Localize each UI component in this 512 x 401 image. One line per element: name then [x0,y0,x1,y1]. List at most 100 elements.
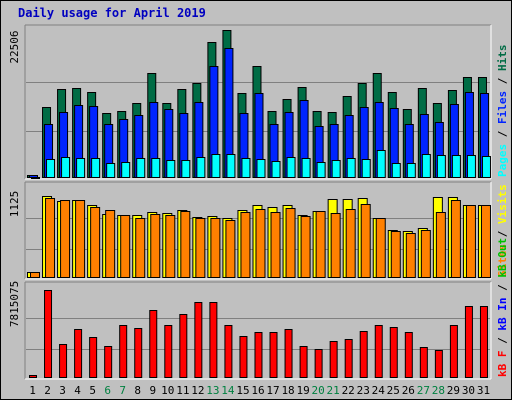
bar-sites [60,200,71,278]
bar-pages [31,177,40,179]
x-tick-label: 23 [357,384,370,397]
axis-label-visits: 1125 [8,191,21,218]
bar-sites [240,212,251,278]
bar-kbf [269,332,278,378]
bar-sites [270,212,281,278]
bar-kbf [464,306,473,378]
x-tick-label: 31 [477,384,490,397]
bar-pages [286,157,296,178]
bar-kbf [434,350,443,378]
bar-pages [451,155,461,178]
x-tick-label: 24 [372,384,386,397]
x-tick-label: 9 [149,384,156,397]
bar-kbf [44,290,53,378]
bar-pages [376,150,386,178]
bar-sites [105,210,116,278]
bar-sites [195,218,206,278]
bar-sites [180,211,191,278]
bar-pages [46,159,56,178]
bar-sites [45,198,56,278]
legend-sep1: / [496,224,509,244]
bar-pages [196,157,206,178]
x-tick-label: 21 [327,384,340,397]
legend-sep1: / [496,331,509,351]
bar-kbf [374,325,383,378]
bar-sites [165,215,176,278]
legend-files: Files [496,91,509,124]
bar-pages [346,158,356,178]
bar-pages [151,158,161,178]
bar-kbf [104,346,113,378]
bar-kbf [329,341,338,378]
bar-kbf [164,325,173,378]
legend-kbout: kB Out [496,238,509,278]
legend-sites: Sites [496,244,509,277]
bar-pages [106,163,116,178]
bar-kbf [419,347,428,378]
x-tick-label: 2 [44,384,51,397]
bar-sites [420,230,431,278]
x-tick-label: 26 [402,384,415,397]
bar-kbf [479,306,488,378]
bar-pages [61,157,71,178]
chart-title: Daily usage for April 2019 [18,6,206,20]
bar-sites [120,215,131,278]
bar-pages [226,154,236,178]
bar-pages [391,163,401,178]
bar-sites [255,209,266,278]
legend-kbin: kB In [496,298,509,331]
x-tick-label: 7 [119,384,126,397]
bar-pages [361,159,371,178]
axis-label-kbytes: 7815075 [8,281,21,327]
x-tick-label: 15 [236,384,249,397]
legend-hits: Hits [496,45,509,72]
bar-sites [450,200,461,278]
x-tick-label: 12 [191,384,204,397]
legend-sep1: / [496,124,509,144]
bar-pages [436,155,446,178]
bar-kbf [119,325,128,378]
x-tick-label: 10 [161,384,174,397]
x-tick-label: 28 [432,384,445,397]
bar-kbf [449,325,458,378]
bar-sites [465,205,476,278]
legend-visits: Sites / Visits [496,184,509,277]
bar-kbf [194,302,203,378]
bar-kbf [299,346,308,378]
bar-kbf [179,314,188,378]
bar-sites [330,213,341,278]
bar-pages [301,158,311,178]
bar-sites [90,207,101,278]
bar-kbf [344,339,353,378]
bar-kbf [209,302,218,378]
legend-kbytes: kB F / kB In / kB Out [496,238,509,377]
bar-sites [225,220,236,278]
bar-pages [256,159,266,178]
bar-sites [390,231,401,278]
axis-label-usage: 22506 [8,30,21,63]
bar-pages [136,158,146,178]
bar-pages [406,163,416,178]
bar-kbf [149,310,158,378]
x-tick-label: 6 [104,384,111,397]
legend-pages: Pages [496,144,509,177]
legend-usage: Pages / Files / Hits [496,45,509,178]
legend-visits: Visits [496,184,509,224]
bar-sites [300,216,311,278]
bar-pages [241,158,251,178]
bar-sites [75,200,86,278]
bar-pages [331,160,341,178]
bar-sites [315,211,326,278]
bar-kbf [239,336,248,378]
bar-kbf [404,332,413,378]
bar-pages [181,160,191,178]
bar-kbf [284,329,293,378]
x-tick-label: 5 [89,384,96,397]
bar-pages [271,161,281,178]
x-tick-label: 22 [342,384,355,397]
x-tick-label: 3 [59,384,66,397]
bar-kbf [359,331,368,378]
x-tick-label: 16 [251,384,264,397]
x-tick-label: 29 [447,384,460,397]
